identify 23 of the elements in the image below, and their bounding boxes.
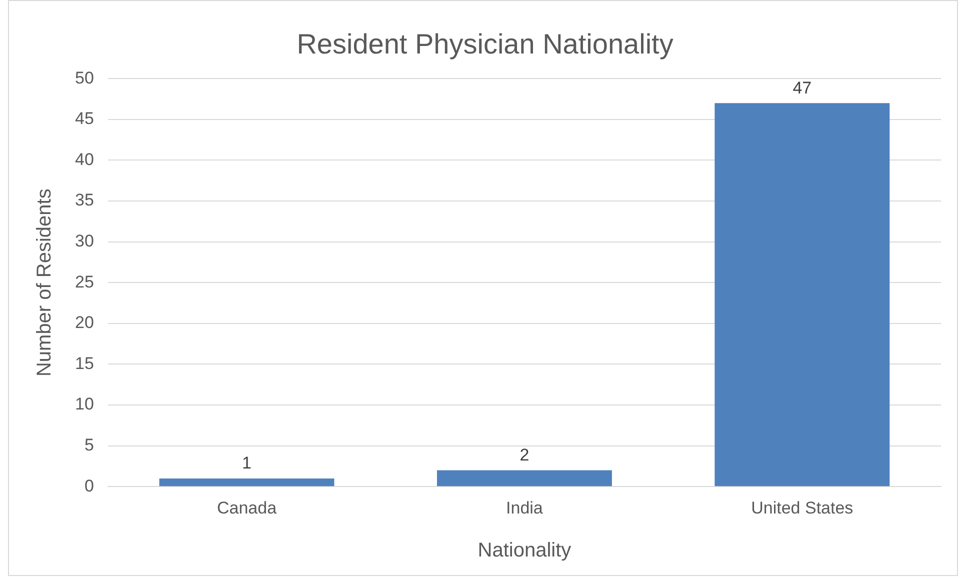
y-tick-label: 5: [84, 435, 94, 454]
x-tick-label: India: [506, 498, 544, 518]
chart-title: Resident Physician Nationality: [296, 28, 674, 60]
y-tick-label: 45: [74, 109, 94, 128]
data-label: 1: [242, 454, 252, 473]
y-tick-label: 0: [84, 476, 94, 496]
y-tick-label: 35: [74, 190, 94, 210]
y-axis-title: Number of Residents: [34, 188, 56, 377]
x-tick-label: United States: [751, 498, 854, 518]
y-tick-label: 15: [74, 354, 94, 373]
y-tick-label: 50: [74, 68, 94, 88]
y-tick-label: 30: [74, 231, 94, 250]
y-tick-label: 40: [74, 150, 94, 169]
y-tick-label: 10: [74, 394, 94, 414]
bar: [159, 478, 334, 486]
y-tick-label: 25: [74, 272, 94, 292]
y-tick-label: 20: [74, 313, 94, 332]
bar: [714, 103, 890, 486]
data-label: 2: [520, 445, 530, 464]
x-tick-label: Canada: [216, 498, 278, 518]
bar: [436, 470, 612, 486]
data-label: 47: [792, 78, 812, 98]
x-axis-title: Nationality: [478, 540, 572, 562]
